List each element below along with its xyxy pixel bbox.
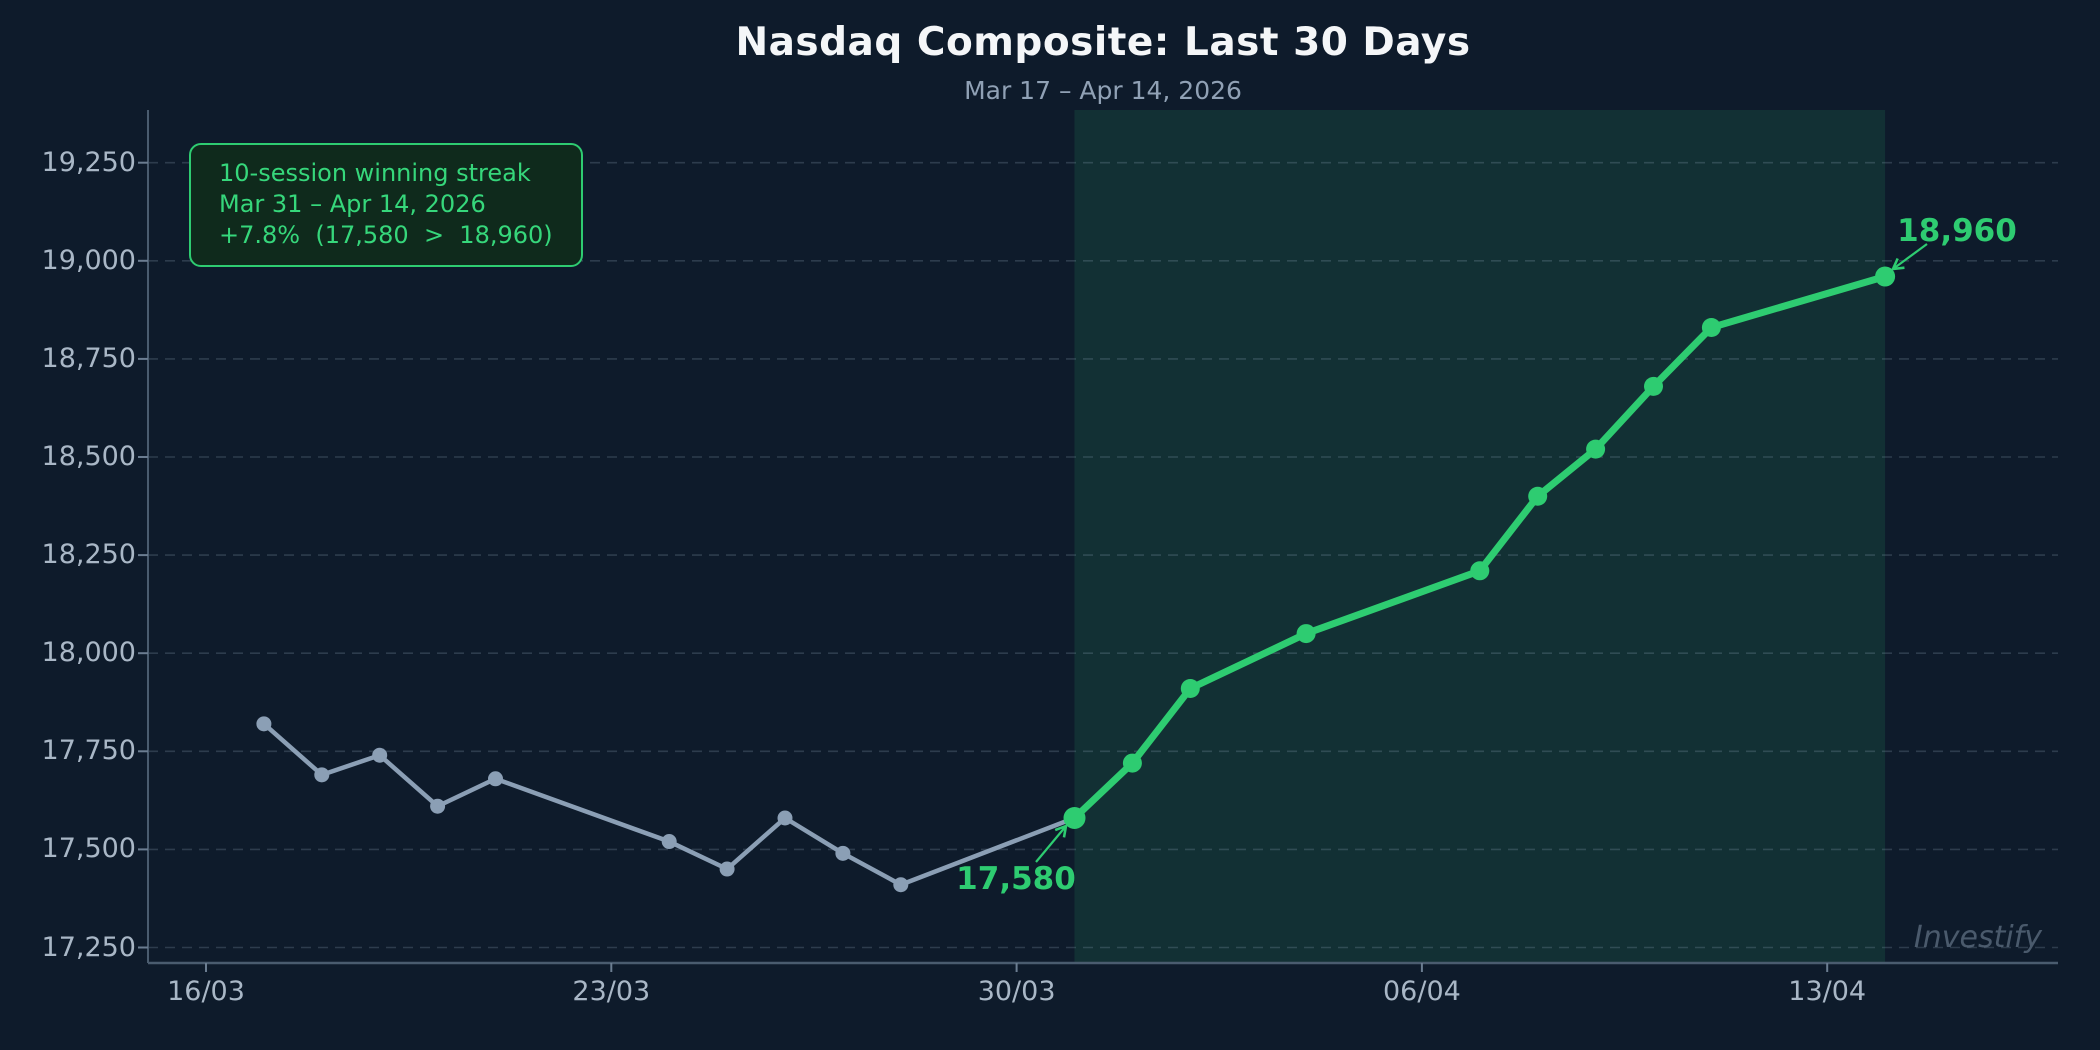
x-tick-label: 13/04 [1788, 976, 1867, 1007]
x-tick-label: 30/03 [977, 976, 1056, 1007]
y-tick-label: 18,750 [41, 342, 136, 374]
annotation-line-3: +7.8% (17,580 > 18,960) [219, 221, 553, 249]
data-point-green [1470, 561, 1490, 581]
y-tick-label: 18,500 [41, 441, 136, 472]
streak-start-value-label: 17,580 [956, 861, 1076, 897]
streak-end-value-label: 18,960 [1897, 213, 2017, 249]
streak-end-arrow [1890, 243, 1928, 271]
data-point-gray [893, 877, 909, 893]
data-point-green [1063, 807, 1086, 830]
y-tick-label: 19,000 [41, 244, 136, 276]
streak-start-arrow [1035, 824, 1068, 863]
streak-line [1071, 272, 1889, 822]
x-tick-label: 16/03 [167, 976, 245, 1007]
data-point-green [1296, 624, 1316, 644]
data-point-gray [777, 810, 793, 826]
annotation-line-1: 10-session winning streak [219, 159, 531, 187]
data-point-green [1180, 679, 1200, 699]
data-point-gray [430, 798, 446, 814]
data-point-green [1586, 439, 1606, 459]
data-point-gray [372, 747, 388, 763]
data-point-green [1875, 266, 1896, 287]
data-point-gray [835, 845, 851, 861]
pre-streak-line [261, 721, 1077, 887]
data-point-green [1644, 376, 1663, 396]
data-point-green [1701, 318, 1721, 338]
x-tick-label: 06/04 [1382, 976, 1461, 1007]
data-point-green [1122, 753, 1142, 773]
chart-title: Nasdaq Composite: Last 30 Days [735, 20, 1471, 65]
y-tick-label: 17,250 [41, 931, 136, 963]
data-point-gray [719, 861, 735, 877]
x-tick-label: 23/03 [572, 976, 651, 1007]
streak-annotation-box: 10-session winning streak Mar 31 – Apr 1… [189, 143, 583, 267]
y-tick-label: 17,500 [41, 833, 136, 865]
data-point-gray [256, 716, 272, 732]
watermark: Investify [1913, 920, 2042, 955]
y-tick-label: 17,750 [41, 735, 136, 767]
chart-subtitle: Mar 17 – Apr 14, 2026 [964, 76, 1242, 105]
y-tick-label: 18,250 [41, 539, 136, 571]
data-point-green [1528, 486, 1548, 506]
y-tick-label: 19,250 [41, 146, 136, 178]
highlight-region [1074, 110, 1886, 963]
annotation-line-2: Mar 31 – Apr 14, 2026 [219, 190, 486, 218]
data-point-gray [488, 771, 503, 787]
y-tick-label: 18,000 [41, 637, 136, 669]
data-point-gray [314, 767, 330, 783]
data-point-gray [661, 834, 677, 850]
